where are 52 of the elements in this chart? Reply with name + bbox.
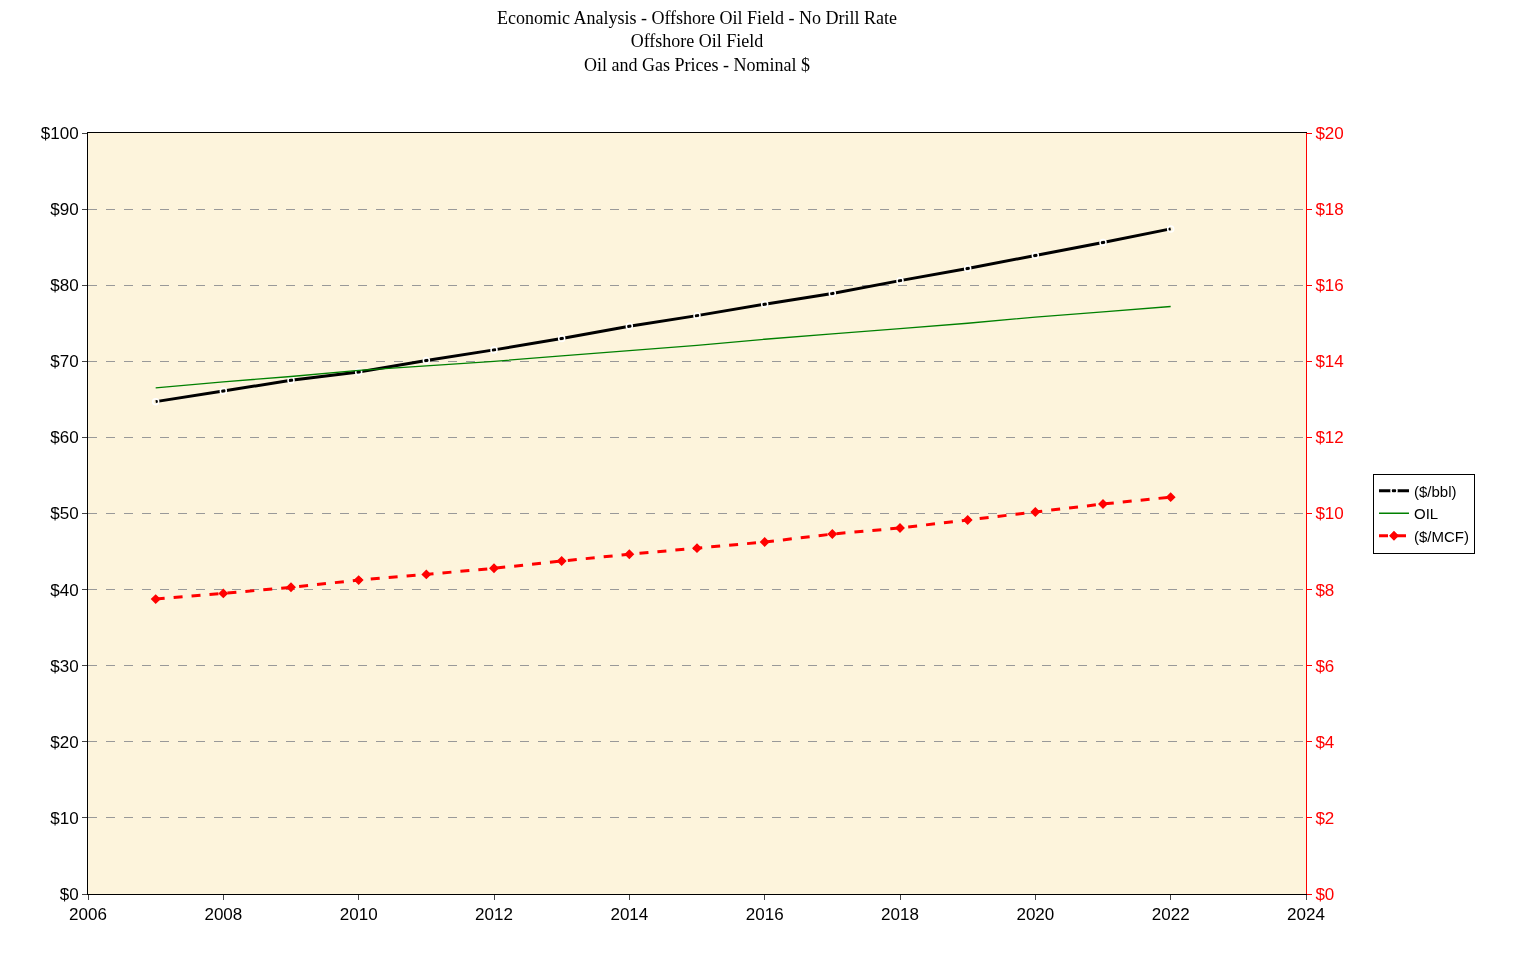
y-tick-label: $50 (50, 504, 79, 524)
x-tick-label: 2020 (1016, 905, 1055, 925)
y-tick-label: $10 (50, 808, 79, 828)
y2-tick-label: $2 (1315, 808, 1335, 828)
x-tick-label: 2014 (610, 905, 649, 925)
x-tick-label: 2022 (1151, 905, 1190, 925)
x-tick-label: 2016 (745, 905, 784, 925)
point (286, 582, 296, 592)
y-tick-label: $100 (40, 123, 79, 143)
y-tick-label: $80 (50, 276, 79, 296)
point (218, 588, 228, 599)
x-tick-label: 2012 (475, 905, 513, 925)
y2-tick-label: $0 (1315, 884, 1335, 904)
point (827, 529, 837, 539)
x-tick-label: 2018 (881, 905, 919, 925)
y2-tick-label: $14 (1315, 352, 1344, 372)
x-tick-label: 2024 (1287, 905, 1325, 925)
y-tick-label: $90 (50, 200, 79, 220)
point (963, 515, 973, 525)
y2-tick-label: $18 (1315, 200, 1344, 220)
y2-tick-label: $4 (1315, 732, 1335, 752)
point (895, 523, 905, 533)
x-tick-label: 2008 (204, 905, 243, 925)
legend-label: ($/MCF) (1413, 527, 1469, 545)
y-tick-label: $0 (59, 884, 79, 904)
y-tick-label: $30 (50, 656, 79, 676)
chart-title: Economic Analysis - Offshore Oil Field - No Drill Rate Offshore Oil Field Oil and Gas Prices - Nominal $ (496, 7, 898, 75)
legend-label: OIL (1413, 505, 1439, 523)
y2-tick-label: $20 (1315, 123, 1344, 143)
y2-tick-label: $10 (1315, 504, 1344, 524)
y2-tick-label: $8 (1315, 580, 1335, 600)
point (557, 556, 567, 566)
x-tick-label: 2010 (339, 905, 378, 925)
y-tick-label: $60 (50, 428, 79, 448)
y-tick-label: $70 (50, 352, 79, 372)
x-tick-label: 2006 (69, 905, 107, 925)
legend-label: ($/bbl) (1413, 482, 1457, 500)
y-tick-label: $20 (50, 732, 79, 752)
point (151, 594, 161, 604)
point (1166, 492, 1176, 502)
point (489, 563, 499, 573)
point (692, 543, 702, 553)
point (354, 575, 364, 585)
line-series (155, 305, 1172, 389)
y2-tick-label: $12 (1315, 428, 1344, 448)
y2-tick-label: $16 (1315, 276, 1344, 296)
point (760, 537, 770, 547)
y-tick-label: $40 (50, 580, 79, 600)
y2-tick-label: $6 (1315, 656, 1335, 676)
point (421, 569, 431, 580)
point (1030, 507, 1040, 517)
point (624, 549, 634, 559)
